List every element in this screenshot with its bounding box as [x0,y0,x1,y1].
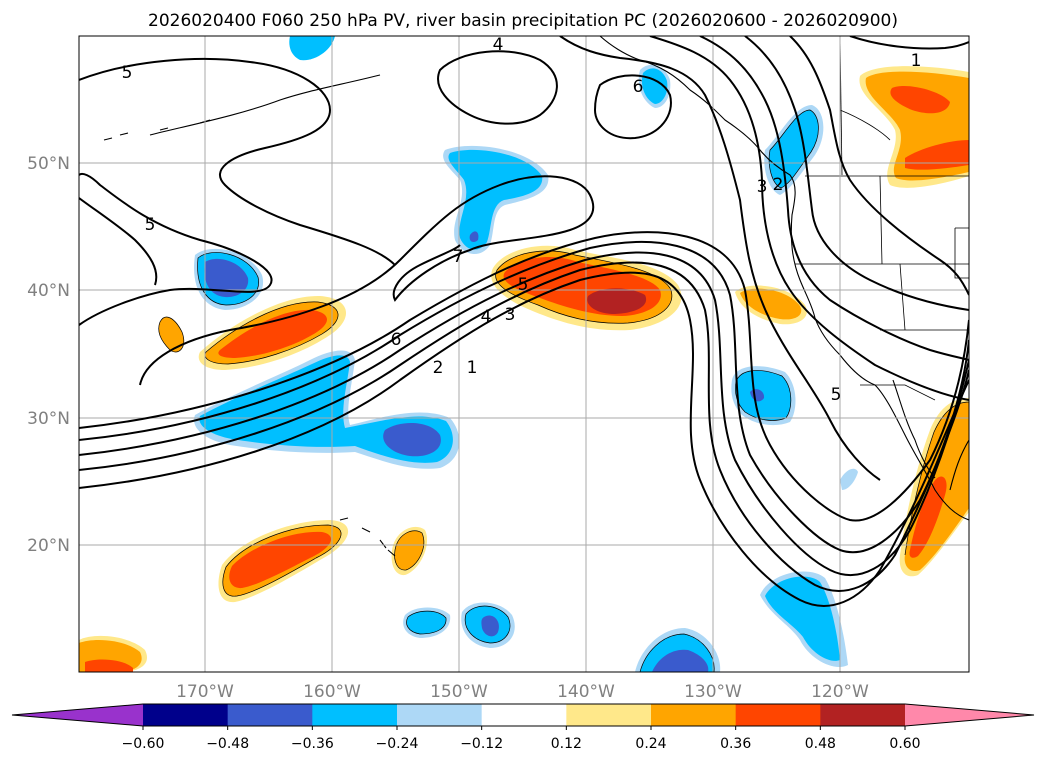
colorbar-tick-label: −0.12 [460,736,503,752]
map-area: 4 5 6 1 2 3 5 5 7 6 5 4 3 2 1 5 [79,35,969,672]
positive-anomaly [909,476,947,558]
contour-label: 5 [831,385,842,405]
colorbar-tick-label: −0.48 [206,736,249,752]
positive-anomaly [229,531,332,589]
colorbar-extend-high [905,704,1034,726]
contour-label: 1 [911,51,922,71]
colorbar-tick-label: −0.24 [376,736,419,752]
contour-label: 3 [757,177,768,197]
negative-anomaly [769,110,819,188]
negative-anomaly [289,36,335,61]
negative-anomaly [765,576,840,661]
lon-label: 170°W [176,682,234,702]
positive-anomaly [85,659,133,672]
contour-label: 5 [518,275,529,295]
colorbar-segment [820,704,906,726]
colorbar-tick-label: 0.12 [551,736,582,752]
colorbar-segment [227,704,313,726]
contour-label: 6 [391,330,402,350]
contour-labels: 4 5 6 1 2 3 5 5 7 6 5 4 3 2 1 5 [122,35,922,405]
colorbar-segment [312,704,398,726]
negative-anomaly [448,149,543,250]
shaded-anomalies [79,36,969,672]
colorbar-segment [735,704,821,726]
contour-label: 1 [467,358,478,378]
contour-label: 5 [122,63,133,83]
lat-label: 40°N [27,281,70,301]
map-frame [78,35,970,673]
negative-anomaly [204,258,249,298]
colorbar-segment [397,704,483,726]
longitude-labels: 170°W 160°W 150°W 140°W 130°W 120°W [176,682,869,702]
positive-anomaly [905,140,969,170]
negative-anomaly [840,468,858,490]
lon-label: 150°W [430,682,488,702]
contour-label: 2 [773,175,784,195]
latitude-labels: 50°N 40°N 30°N 20°N [27,154,70,556]
lon-label: 140°W [557,682,615,702]
lon-label: 120°W [811,682,869,702]
colorbar-tick-label: 0.48 [805,736,836,752]
colorbar-extend-low [12,704,143,726]
colorbar-tick-label: 0.24 [635,736,666,752]
negative-anomaly [469,231,479,243]
lat-label: 50°N [27,154,70,174]
colorbar-tick-label: 0.60 [889,736,920,752]
colorbar-tick-label: 0.36 [720,736,751,752]
contour-label: 4 [493,35,504,55]
coastlines [103,36,969,557]
lat-label: 20°N [27,536,70,556]
positive-anomaly [218,309,327,358]
colorbar: −0.60 −0.48 −0.36 −0.24 −0.12 0.12 0.24 0.36 0.4… [11,703,1035,752]
lon-label: 160°W [303,682,361,702]
positive-anomaly [394,530,424,571]
positive-anomaly [587,288,647,314]
positive-anomaly [158,317,184,352]
contour-label: 2 [433,358,444,378]
pv-contours [79,36,969,607]
colorbar-segment [143,704,229,726]
colorbar-tick-label: −0.36 [291,736,334,752]
negative-anomaly [406,611,447,634]
contour-label: 3 [505,305,516,325]
figure-title: 2026020400 F060 250 hPa PV, river basin … [148,11,898,31]
negative-anomaly [652,649,709,672]
colorbar-segment [481,704,567,726]
positive-anomaly [890,85,950,114]
positive-anomaly [740,288,802,320]
contour-label: 7 [453,247,464,267]
negative-anomaly [481,615,499,637]
contour-label: 5 [145,215,156,235]
anomaly-outlines [158,109,969,672]
colorbar-segment [566,704,652,726]
colorbar-segment [651,704,737,726]
lat-label: 30°N [27,409,70,429]
colorbar-tick-label: −0.60 [122,736,165,752]
lon-label: 130°W [684,682,742,702]
negative-anomaly [383,423,441,457]
contour-label: 4 [481,307,492,327]
contour-label: 6 [633,77,644,97]
